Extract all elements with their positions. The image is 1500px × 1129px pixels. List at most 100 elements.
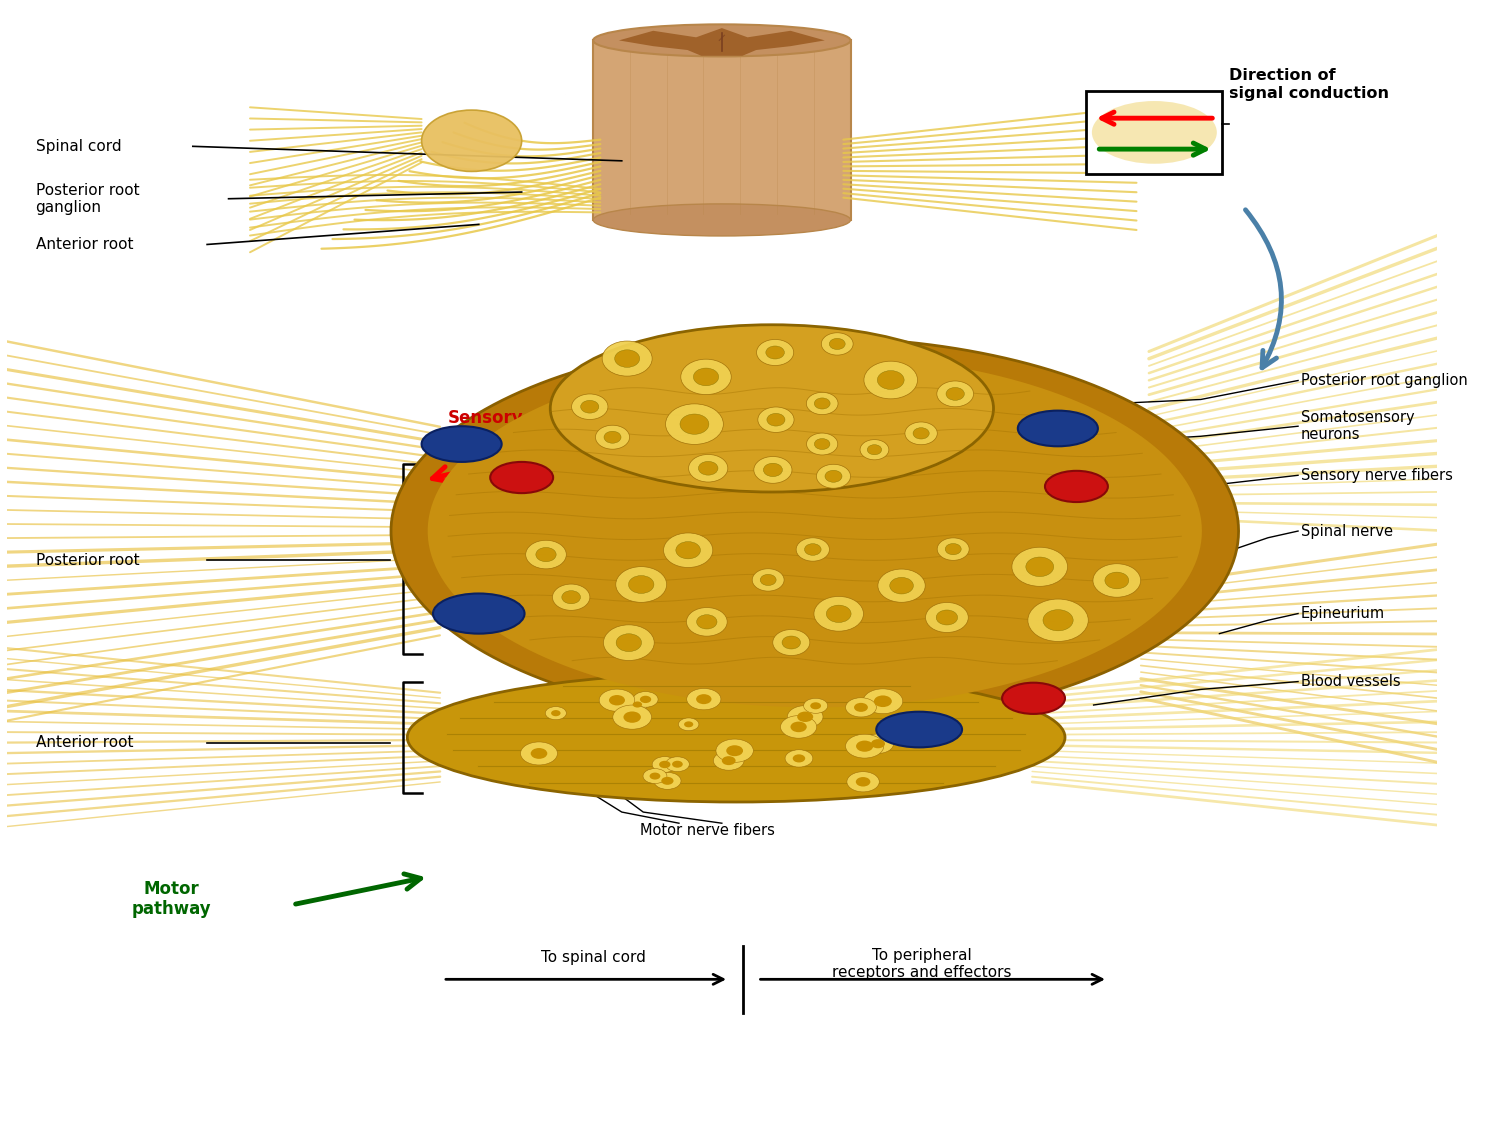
Ellipse shape bbox=[596, 426, 630, 449]
Ellipse shape bbox=[946, 387, 964, 401]
Ellipse shape bbox=[867, 445, 882, 455]
Ellipse shape bbox=[678, 718, 699, 730]
Ellipse shape bbox=[687, 607, 728, 636]
Ellipse shape bbox=[766, 345, 784, 359]
Ellipse shape bbox=[633, 692, 658, 707]
Ellipse shape bbox=[862, 734, 894, 753]
Ellipse shape bbox=[846, 734, 883, 758]
Ellipse shape bbox=[864, 361, 918, 399]
Ellipse shape bbox=[603, 624, 654, 660]
Ellipse shape bbox=[816, 464, 850, 488]
Ellipse shape bbox=[784, 750, 813, 767]
Ellipse shape bbox=[772, 630, 810, 656]
Ellipse shape bbox=[807, 434, 837, 455]
Text: Posterior root
ganglion: Posterior root ganglion bbox=[36, 183, 140, 215]
Ellipse shape bbox=[666, 404, 723, 445]
Ellipse shape bbox=[792, 754, 806, 762]
Ellipse shape bbox=[592, 204, 850, 236]
Ellipse shape bbox=[644, 769, 668, 784]
Ellipse shape bbox=[847, 772, 879, 791]
Ellipse shape bbox=[822, 333, 854, 356]
Ellipse shape bbox=[764, 463, 783, 476]
Text: Motor
pathway: Motor pathway bbox=[132, 879, 212, 918]
Text: Blood vessels: Blood vessels bbox=[1300, 674, 1401, 689]
Ellipse shape bbox=[1094, 563, 1140, 597]
Ellipse shape bbox=[1092, 100, 1216, 164]
Text: Posterior root ganglion: Posterior root ganglion bbox=[1300, 373, 1467, 388]
Ellipse shape bbox=[572, 394, 608, 420]
Ellipse shape bbox=[546, 707, 567, 719]
Ellipse shape bbox=[422, 427, 501, 462]
Ellipse shape bbox=[696, 614, 717, 629]
Ellipse shape bbox=[628, 576, 654, 594]
Text: Epineurium: Epineurium bbox=[1300, 606, 1384, 621]
Ellipse shape bbox=[676, 542, 700, 559]
Ellipse shape bbox=[804, 544, 820, 555]
Ellipse shape bbox=[672, 761, 682, 768]
Ellipse shape bbox=[624, 711, 640, 723]
Ellipse shape bbox=[726, 745, 742, 756]
Ellipse shape bbox=[652, 756, 678, 772]
Ellipse shape bbox=[680, 414, 710, 435]
Ellipse shape bbox=[810, 702, 820, 709]
Ellipse shape bbox=[752, 569, 784, 592]
Ellipse shape bbox=[890, 577, 914, 594]
Text: Motor nerve fibers: Motor nerve fibers bbox=[640, 823, 776, 838]
Ellipse shape bbox=[754, 456, 792, 483]
Ellipse shape bbox=[602, 341, 652, 376]
Ellipse shape bbox=[525, 541, 567, 569]
Ellipse shape bbox=[580, 401, 598, 413]
Ellipse shape bbox=[627, 698, 648, 711]
Ellipse shape bbox=[796, 537, 830, 561]
Ellipse shape bbox=[1042, 610, 1072, 631]
Text: Spinal cord: Spinal cord bbox=[36, 139, 122, 154]
Ellipse shape bbox=[716, 739, 753, 762]
Ellipse shape bbox=[604, 431, 621, 444]
Ellipse shape bbox=[1028, 599, 1089, 641]
Ellipse shape bbox=[859, 439, 889, 460]
Ellipse shape bbox=[924, 724, 933, 730]
Ellipse shape bbox=[825, 471, 842, 482]
Ellipse shape bbox=[815, 596, 864, 631]
Ellipse shape bbox=[1046, 471, 1108, 502]
Ellipse shape bbox=[696, 694, 711, 704]
Ellipse shape bbox=[662, 777, 674, 785]
Ellipse shape bbox=[663, 533, 712, 568]
Ellipse shape bbox=[550, 325, 993, 492]
Ellipse shape bbox=[1013, 548, 1068, 586]
Ellipse shape bbox=[1026, 557, 1053, 577]
Ellipse shape bbox=[562, 590, 580, 604]
Text: Direction of
signal conduction: Direction of signal conduction bbox=[1230, 68, 1389, 100]
Ellipse shape bbox=[666, 756, 690, 771]
Ellipse shape bbox=[871, 739, 885, 749]
Ellipse shape bbox=[687, 689, 722, 710]
Ellipse shape bbox=[830, 339, 844, 350]
Ellipse shape bbox=[684, 721, 693, 727]
Ellipse shape bbox=[633, 701, 642, 708]
Ellipse shape bbox=[433, 594, 525, 633]
Ellipse shape bbox=[918, 720, 939, 734]
Ellipse shape bbox=[520, 742, 558, 765]
Ellipse shape bbox=[815, 397, 830, 409]
Ellipse shape bbox=[876, 711, 962, 747]
Ellipse shape bbox=[938, 537, 969, 560]
Text: Spinal nerve: Spinal nerve bbox=[1300, 524, 1394, 539]
Ellipse shape bbox=[654, 772, 681, 789]
Ellipse shape bbox=[914, 428, 928, 439]
Ellipse shape bbox=[766, 413, 784, 426]
Ellipse shape bbox=[878, 569, 926, 602]
Ellipse shape bbox=[722, 756, 735, 765]
Ellipse shape bbox=[827, 605, 850, 622]
Ellipse shape bbox=[658, 761, 670, 768]
Text: Sensory nerve fibers: Sensory nerve fibers bbox=[1300, 467, 1454, 483]
Ellipse shape bbox=[1002, 683, 1065, 714]
Ellipse shape bbox=[862, 689, 903, 714]
Ellipse shape bbox=[615, 350, 639, 367]
Ellipse shape bbox=[550, 710, 561, 716]
Ellipse shape bbox=[807, 393, 838, 414]
Ellipse shape bbox=[788, 706, 824, 728]
Ellipse shape bbox=[874, 695, 892, 707]
Ellipse shape bbox=[531, 749, 548, 759]
Ellipse shape bbox=[714, 751, 744, 770]
Ellipse shape bbox=[536, 548, 556, 562]
